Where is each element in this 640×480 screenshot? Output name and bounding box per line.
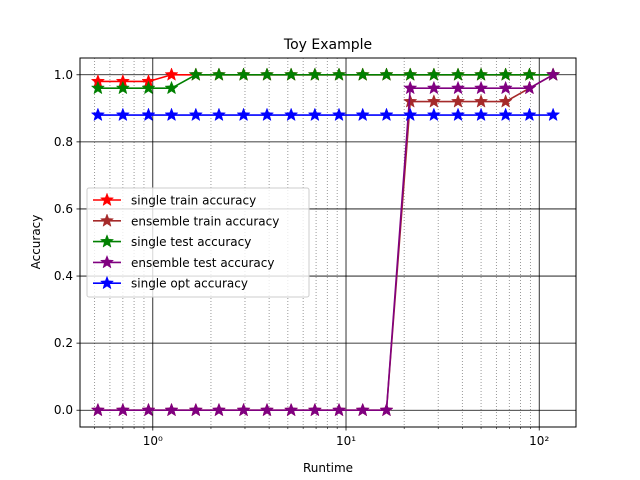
- y-tick-label: 0.6: [54, 202, 73, 216]
- ensemble-test-accuracy-point: [403, 80, 418, 95]
- single-train-accuracy-point: [164, 67, 179, 81]
- single-opt-accuracy-point: [211, 107, 227, 122]
- ensemble-train-accuracy-point: [450, 94, 466, 108]
- ensemble-test-accuracy-point: [90, 402, 106, 417]
- legend-ensemble-test-accuracy-marker: [99, 254, 115, 269]
- single-opt-accuracy-point: [188, 107, 203, 122]
- single-test-accuracy-point: [164, 80, 179, 95]
- ensemble-train-accuracy-point: [473, 94, 489, 108]
- single-opt-accuracy-point: [379, 107, 394, 122]
- single-test-accuracy-point: [284, 67, 299, 81]
- y-axis-ticks: 0.0 0.2 0.4 0.6 0.8 1.0: [54, 68, 80, 417]
- legend-single-train-accuracy-marker: [99, 192, 115, 207]
- ensemble-test-accuracy-point: [115, 402, 130, 417]
- legend-single-train-accuracy-label: single train accuracy: [131, 194, 256, 208]
- legend-single-test-accuracy-label: single test accuracy: [131, 235, 251, 249]
- single-opt-accuracy-point: [545, 107, 561, 122]
- single-test-accuracy-point: [141, 80, 156, 95]
- x-tick-label: 10⁰: [143, 434, 163, 448]
- single-opt-accuracy-point: [331, 107, 347, 122]
- single-opt-accuracy-point: [522, 107, 537, 122]
- single-opt-accuracy-point: [259, 107, 275, 122]
- chart-title: Toy Example: [283, 37, 372, 53]
- ensemble-test-accuracy-point: [331, 402, 347, 417]
- ensemble-test-accuracy-point: [545, 67, 561, 81]
- ensemble-test-accuracy-point: [473, 80, 489, 95]
- y-tick-label: 1.0: [54, 68, 73, 82]
- single-test-accuracy-point: [307, 67, 323, 81]
- ensemble-test-accuracy-point: [164, 402, 179, 417]
- x-axis-ticks: 10⁰ 10¹ 10²: [94, 427, 549, 448]
- single-opt-accuracy-point: [284, 107, 299, 122]
- y-tick-label: 0.8: [54, 135, 73, 149]
- single-test-accuracy-point: [259, 67, 275, 81]
- legend: single train accuracy ensemble train accu…: [86, 187, 310, 298]
- y-tick-label: 0.4: [54, 269, 73, 283]
- y-axis-title: Accuracy: [29, 215, 43, 270]
- single-opt-accuracy-point: [141, 107, 156, 122]
- ensemble-test-accuracy-point: [498, 80, 513, 95]
- ensemble-train-accuracy-point: [426, 94, 442, 108]
- x-tick-label: 10²: [529, 434, 549, 448]
- ensemble-test-accuracy-point: [236, 402, 251, 417]
- series-group: [90, 67, 561, 417]
- single-opt-accuracy-point: [355, 107, 370, 122]
- single-test-accuracy-point: [403, 67, 418, 81]
- legend-ensemble-train-accuracy-marker: [99, 213, 115, 227]
- single-test-accuracy-point: [522, 67, 537, 81]
- single-opt-accuracy-point: [90, 107, 106, 122]
- ensemble-test-accuracy-point: [355, 402, 370, 417]
- legend-single-opt-accuracy-label: single opt accuracy: [131, 277, 248, 291]
- plot-frame: [79, 57, 577, 428]
- single-opt-accuracy-point: [164, 107, 179, 122]
- ensemble-test-accuracy-point: [522, 80, 537, 95]
- single-test-accuracy-point: [473, 67, 489, 81]
- ensemble-train-accuracy-point: [403, 94, 418, 108]
- single-test-accuracy-point: [426, 67, 442, 81]
- single-test-accuracy-point: [236, 67, 251, 81]
- single-test-accuracy-point: [498, 67, 513, 81]
- ensemble-test-accuracy-point: [259, 402, 275, 417]
- x-tick-label: 10¹: [336, 434, 356, 448]
- ensemble-test-accuracy-point: [450, 80, 466, 95]
- single-opt-accuracy-point: [236, 107, 251, 122]
- legend-single-test-accuracy-marker: [99, 234, 115, 248]
- legend-box: [86, 187, 310, 298]
- single-test-accuracy-point: [355, 67, 370, 81]
- single-test-accuracy-point: [188, 67, 203, 81]
- y-tick-label: 0.2: [54, 336, 73, 350]
- ensemble-test-accuracy-point: [379, 402, 394, 417]
- ensemble-train-accuracy-point: [498, 94, 513, 108]
- single-opt-accuracy-point: [473, 107, 489, 122]
- single-opt-accuracy-point: [426, 107, 442, 122]
- legend-single-opt-accuracy-marker: [99, 275, 115, 290]
- ensemble-test-accuracy-point: [426, 80, 442, 95]
- single-test-accuracy-point: [450, 67, 466, 81]
- single-opt-accuracy-point: [115, 107, 130, 122]
- x-axis-title: Runtime: [303, 461, 353, 475]
- single-opt-accuracy-point: [450, 107, 466, 122]
- single-test-accuracy-point: [331, 67, 347, 81]
- single-test-accuracy-point: [115, 80, 130, 95]
- single-opt-accuracy-point: [498, 107, 513, 122]
- single-test-accuracy-point: [90, 80, 106, 95]
- ensemble-test-accuracy-point: [307, 402, 323, 417]
- legend-ensemble-test-accuracy-label: ensemble test accuracy: [131, 256, 274, 270]
- single-opt-accuracy-point: [307, 107, 323, 122]
- ensemble-test-accuracy-point: [141, 402, 156, 417]
- ensemble-test-accuracy-point: [188, 402, 203, 417]
- single-test-accuracy-point: [211, 67, 227, 81]
- single-test-accuracy-point: [379, 67, 394, 81]
- single-opt-accuracy-point: [403, 107, 418, 122]
- ensemble-test-accuracy-point: [211, 402, 227, 417]
- ensemble-test-accuracy-point: [284, 402, 299, 417]
- legend-ensemble-train-accuracy-label: ensemble train accuracy: [131, 214, 279, 228]
- y-tick-label: 0.0: [54, 403, 73, 417]
